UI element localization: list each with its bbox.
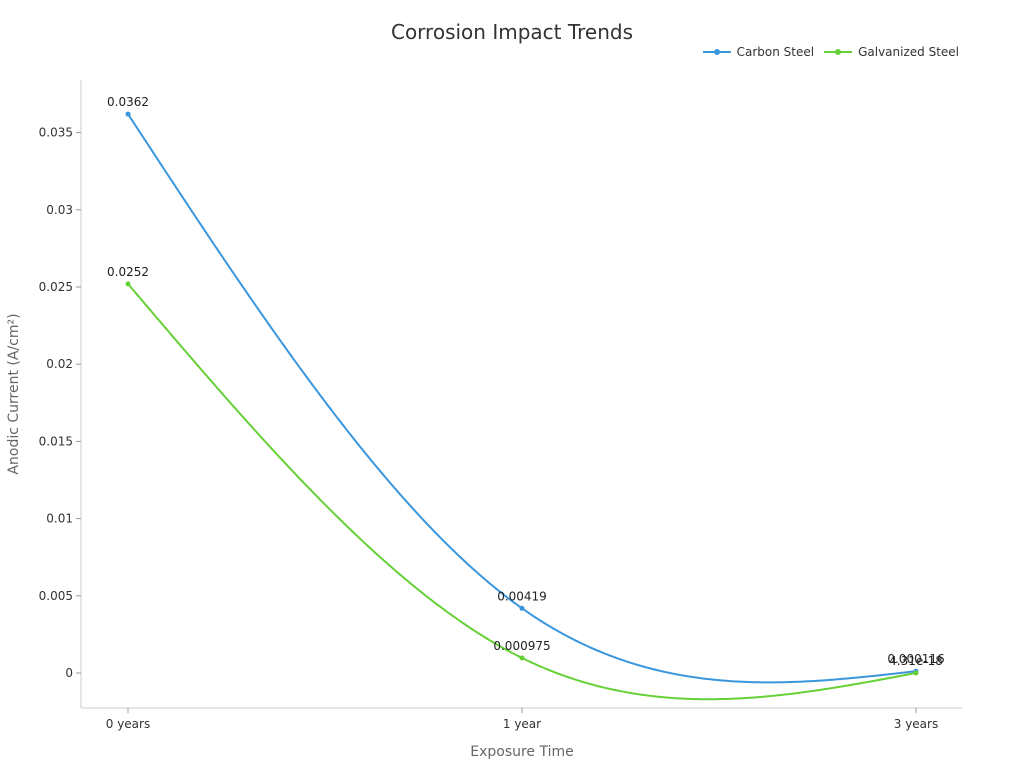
y-tick-label: 0 <box>65 666 73 680</box>
x-ticks: 0 years 1 year 3 years <box>106 708 938 731</box>
y-ticks: 0 0.005 0.01 0.015 0.02 0.025 0.03 0.035 <box>39 126 81 680</box>
legend: Carbon Steel Galvanized Steel <box>702 45 959 59</box>
legend-label-galvanized-steel: Galvanized Steel <box>858 45 959 59</box>
data-label-carbon-steel: 0.00419 <box>497 589 547 603</box>
legend-swatch-galvanized-steel <box>824 49 853 55</box>
x-tick-label: 3 years <box>894 717 938 731</box>
data-point-carbon-steel[interactable] <box>125 111 131 117</box>
y-tick-label: 0.015 <box>39 434 73 448</box>
series-line-galvanized-steel <box>127 283 917 701</box>
x-axis-title: Exposure Time <box>470 744 574 760</box>
series-layer <box>125 111 919 701</box>
y-tick-label: 0.02 <box>46 357 73 371</box>
data-point-galvanized-steel[interactable] <box>913 670 919 676</box>
data-label-carbon-steel: 0.000116 <box>887 652 944 666</box>
legend-item-galvanized-steel[interactable]: Galvanized Steel <box>824 45 959 59</box>
y-tick-label: 0.03 <box>46 203 73 217</box>
data-label-galvanized-steel: 4.31e-18 <box>889 654 943 668</box>
y-tick-label: 0.01 <box>46 512 73 526</box>
y-tick-label: 0.005 <box>39 589 73 603</box>
data-point-galvanized-steel[interactable] <box>519 655 525 661</box>
y-tick-label: 0.025 <box>39 280 73 294</box>
data-label-carbon-steel: 0.0362 <box>107 95 149 109</box>
x-tick-label: 0 years <box>106 717 150 731</box>
data-labels: 0.0362 0.00419 0.000116 0.0252 0.000975 4.31e… <box>107 95 945 668</box>
data-label-galvanized-steel: 0.0252 <box>107 265 149 279</box>
x-tick-label: 1 year <box>503 717 541 731</box>
y-tick-label: 0.035 <box>39 126 73 140</box>
data-point-carbon-steel[interactable] <box>519 605 525 611</box>
chart-title: Corrosion Impact Trends <box>390 20 634 44</box>
legend-swatch-carbon-steel <box>702 49 731 55</box>
legend-label-carbon-steel: Carbon Steel <box>736 45 815 59</box>
data-label-galvanized-steel: 0.000975 <box>493 639 550 653</box>
legend-item-carbon-steel[interactable]: Carbon Steel <box>702 45 815 59</box>
y-axis-title: Anodic Current (A/cm²) <box>6 313 22 474</box>
data-point-galvanized-steel[interactable] <box>125 281 131 287</box>
